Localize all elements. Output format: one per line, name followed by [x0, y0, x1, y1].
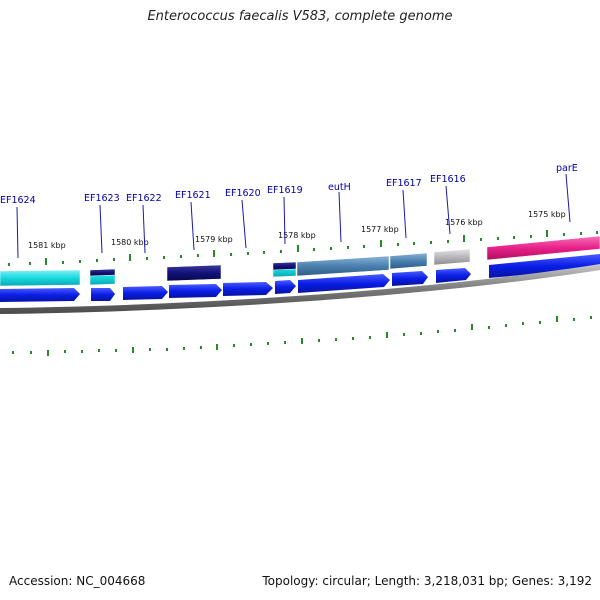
cds-euth[interactable]: [298, 274, 390, 293]
gene-label-euth[interactable]: eutH: [328, 182, 351, 193]
cds-ef1617[interactable]: [392, 271, 428, 286]
cds-ef1616[interactable]: [436, 268, 471, 283]
feature-ef1619-top: [272, 261, 297, 271]
gene-label-pare[interactable]: parE: [556, 163, 578, 174]
kbp-label-1581: 1581 kbp: [28, 241, 66, 250]
kbp-label-1577: 1577 kbp: [361, 225, 399, 234]
kbp-label-1580: 1580 kbp: [111, 238, 149, 247]
outer-tick-ring: [8, 230, 598, 266]
topology-text: Topology: circular; Length: 3,218,031 bp…: [262, 574, 592, 588]
cds-pare[interactable]: [489, 254, 600, 278]
kbp-label-1575: 1575 kbp: [528, 210, 566, 219]
accession-text: Accession: NC_004668: [9, 574, 146, 588]
gene-label-ef1623[interactable]: EF1623: [84, 193, 120, 204]
gene-label-ef1622[interactable]: EF1622: [126, 193, 162, 204]
feature-ef1616[interactable]: [433, 248, 471, 266]
cds-ef1619[interactable]: [275, 280, 296, 294]
cds-arrow-track: [0, 254, 600, 302]
cds-ef1623[interactable]: [91, 288, 115, 301]
feature-pare[interactable]: [486, 235, 600, 261]
feature-ef1623-top: [89, 268, 116, 277]
kbp-label-1578: 1578 kbp: [278, 231, 316, 240]
feature-euth[interactable]: [296, 255, 390, 277]
feature-ef1624[interactable]: [0, 269, 81, 287]
gene-label-pointers: [16, 173, 571, 259]
map-title: Enterococcus faecalis V583, complete gen…: [147, 9, 453, 24]
feature-track: [0, 235, 600, 287]
inner-tick-ring: [12, 316, 592, 356]
kbp-label-1576: 1576 kbp: [445, 218, 483, 227]
cds-ef1622[interactable]: [123, 286, 168, 300]
cds-ef1624[interactable]: [0, 288, 80, 302]
kbp-label-1579: 1579 kbp: [195, 235, 233, 244]
feature-ef1617[interactable]: [389, 252, 428, 270]
cds-ef1620[interactable]: [223, 282, 273, 296]
gene-label-ef1619[interactable]: EF1619: [267, 185, 303, 196]
cds-ef1621[interactable]: [169, 284, 222, 298]
gene-label-ef1616[interactable]: EF1616: [430, 174, 466, 185]
feature-ef1621[interactable]: [166, 264, 222, 282]
gene-label-ef1624[interactable]: EF1624: [0, 195, 36, 206]
gene-label-ef1621[interactable]: EF1621: [175, 190, 211, 201]
gene-label-ef1617[interactable]: EF1617: [386, 178, 422, 189]
genome-backbone: [0, 264, 600, 314]
gene-label-ef1620[interactable]: EF1620: [225, 188, 261, 199]
